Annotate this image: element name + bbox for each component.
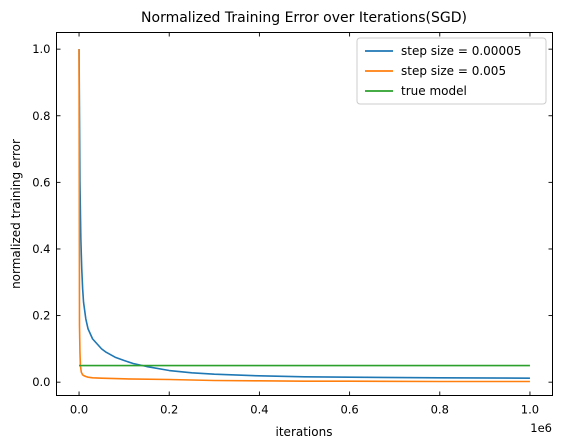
y-tick-label: 0.6: [32, 175, 50, 189]
x-axis: 0.0 0.2 0.4 0.6 0.8 1.0: [70, 32, 539, 417]
y-tick-label: 0.4: [32, 242, 50, 256]
x-tick-label: 1.0: [521, 403, 539, 417]
chart-title: Normalized Training Error over Iteration…: [141, 10, 467, 26]
legend-box: [356, 37, 547, 105]
y-axis-label: normalized training error: [9, 139, 23, 289]
x-tick-label: 0.0: [70, 403, 88, 417]
y-tick-label: 0.2: [32, 309, 50, 323]
series-line-0: [78, 49, 530, 379]
legend-label: step size = 0.00005: [401, 44, 521, 58]
x-tick-label: 0.4: [250, 403, 268, 417]
y-tick-label: 0.0: [32, 375, 50, 389]
legend-label: step size = 0.005: [401, 64, 506, 78]
x-tick-label: 0.2: [160, 403, 178, 417]
x-axis-label: iterations: [276, 425, 333, 439]
y-tick-label: 0.8: [32, 109, 50, 123]
x-tick-label: 0.6: [340, 403, 358, 417]
legend-label: true model: [401, 84, 467, 98]
x-tick-label: 0.8: [431, 403, 449, 417]
plot-frame: [56, 32, 553, 396]
y-tick-label: 1.0: [32, 42, 50, 56]
x-offset-label: 1e6: [530, 421, 552, 435]
legend: step size = 0.00005 step size = 0.005 true…: [356, 37, 547, 105]
y-axis: 0.0 0.2 0.4 0.6 0.8 1.0: [32, 42, 553, 389]
series-line-1: [78, 49, 530, 383]
